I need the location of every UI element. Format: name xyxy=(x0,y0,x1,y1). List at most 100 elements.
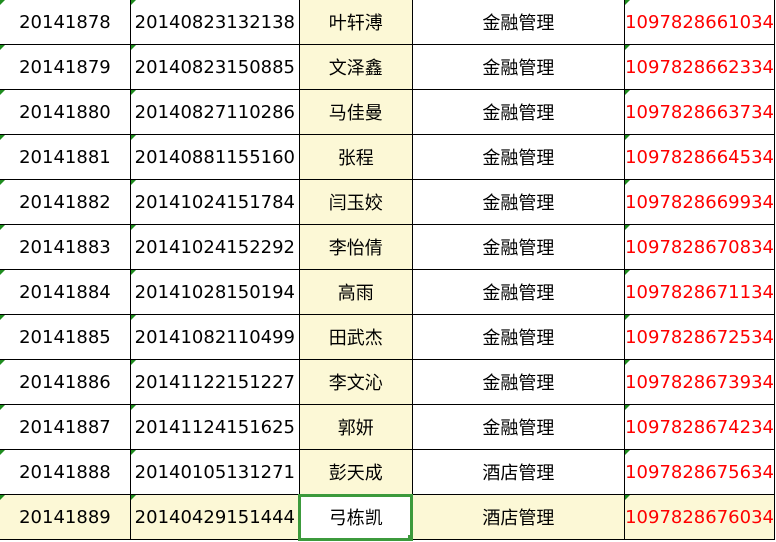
major-cell[interactable]: 金融管理 xyxy=(411,179,626,225)
cell-text: 20140429151444 xyxy=(134,506,296,528)
code-cell[interactable]: 20141028150194 xyxy=(129,269,300,315)
card-number-cell[interactable]: 1097828663734 xyxy=(624,89,775,135)
card-number-cell[interactable]: 1097828661034 xyxy=(624,0,775,45)
fill-handle[interactable] xyxy=(407,535,412,539)
cell-text: 郭妍 xyxy=(337,418,374,439)
code-cell[interactable]: 20141082110499 xyxy=(129,314,300,360)
cell-text: 20141122151227 xyxy=(134,371,296,393)
name-cell[interactable]: 高雨 xyxy=(298,269,413,315)
cell-text: 1097828662334 xyxy=(625,56,774,78)
code-cell[interactable]: 20141024151784 xyxy=(129,179,300,225)
name-cell[interactable]: 闫玉姣 xyxy=(298,179,413,225)
name-cell[interactable]: 彭天成 xyxy=(298,449,413,495)
cell-text: 彭天成 xyxy=(328,463,383,484)
major-cell[interactable]: 酒店管理 xyxy=(411,494,626,540)
major-cell[interactable]: 金融管理 xyxy=(411,224,626,270)
student-number-cell[interactable]: 20141886 xyxy=(0,359,131,405)
name-cell[interactable]: 张程 xyxy=(298,134,413,180)
cell-text: 20140823150885 xyxy=(134,56,296,78)
cell-text: 20141889 xyxy=(19,506,111,528)
table-row: 20141884 20141028150194 高雨 金融管理 109782867113… xyxy=(0,269,775,315)
code-cell[interactable]: 20140827110286 xyxy=(129,89,300,135)
card-number-cell[interactable]: 1097828674234 xyxy=(624,404,775,450)
table-row: 20141885 20141082110499 田武杰 金融管理 10978286725… xyxy=(0,314,775,360)
major-cell[interactable]: 金融管理 xyxy=(411,0,626,45)
major-cell[interactable]: 金融管理 xyxy=(411,314,626,360)
major-cell[interactable]: 酒店管理 xyxy=(411,449,626,495)
code-cell[interactable]: 20140105131271 xyxy=(129,449,300,495)
table-row: 20141878 20140823132138 叶轩溥 金融管理 10978286610… xyxy=(0,0,775,45)
card-number-cell[interactable]: 1097828671134 xyxy=(624,269,775,315)
name-cell[interactable]: 弓栋凯 xyxy=(298,493,414,541)
table-row: 20141880 20140827110286 马佳曼 金融管理 10978286637… xyxy=(0,89,775,135)
student-number-cell[interactable]: 20141878 xyxy=(0,0,131,45)
card-number-cell[interactable]: 1097828673934 xyxy=(624,359,775,405)
cell-text: 1097828674234 xyxy=(625,416,774,438)
cell-text: 1097828670834 xyxy=(625,236,774,258)
cell-text: 酒店管理 xyxy=(482,463,555,484)
cell-text: 1097828663734 xyxy=(625,101,774,123)
code-cell[interactable]: 20141124151625 xyxy=(129,404,300,450)
code-cell[interactable]: 20140823132138 xyxy=(129,0,300,45)
cell-text: 田武杰 xyxy=(328,328,383,349)
card-number-cell[interactable]: 1097828670834 xyxy=(624,224,775,270)
card-number-cell[interactable]: 1097828669934 xyxy=(624,179,775,225)
cell-text: 金融管理 xyxy=(482,328,555,349)
student-number-cell[interactable]: 20141888 xyxy=(0,449,131,495)
name-cell[interactable]: 马佳曼 xyxy=(298,89,413,135)
card-number-cell[interactable]: 1097828675634 xyxy=(624,449,775,495)
cell-text: 1097828671134 xyxy=(625,281,774,303)
code-cell[interactable]: 20141122151227 xyxy=(129,359,300,405)
cell-text: 1097828669934 xyxy=(625,191,774,213)
card-number-cell[interactable]: 1097828662334 xyxy=(624,44,775,90)
cell-text: 20141882 xyxy=(19,191,111,213)
cell-text: 金融管理 xyxy=(482,193,555,214)
cell-text: 马佳曼 xyxy=(328,103,383,124)
student-number-cell[interactable]: 20141889 xyxy=(0,494,131,540)
major-cell[interactable]: 金融管理 xyxy=(411,134,626,180)
code-cell[interactable]: 20140429151444 xyxy=(129,494,300,540)
cell-text: 金融管理 xyxy=(482,418,555,439)
card-number-cell[interactable]: 1097828672534 xyxy=(624,314,775,360)
cell-text: 1097828664534 xyxy=(625,146,774,168)
major-cell[interactable]: 金融管理 xyxy=(411,269,626,315)
student-number-cell[interactable]: 20141885 xyxy=(0,314,131,360)
name-cell[interactable]: 田武杰 xyxy=(298,314,413,360)
table-row: 20141882 20141024151784 闫玉姣 金融管理 10978286699… xyxy=(0,179,775,225)
cell-text: 20140823132138 xyxy=(134,11,296,33)
table-row: 20141879 20140823150885 文泽鑫 金融管理 10978286623… xyxy=(0,44,775,90)
major-cell[interactable]: 金融管理 xyxy=(411,359,626,405)
cell-text: 20141024152292 xyxy=(134,236,296,258)
student-number-cell[interactable]: 20141879 xyxy=(0,44,131,90)
name-cell[interactable]: 郭妍 xyxy=(298,404,413,450)
cell-text: 20141886 xyxy=(19,371,111,393)
student-number-cell[interactable]: 20141884 xyxy=(0,269,131,315)
cell-text: 1097828675634 xyxy=(625,461,774,483)
code-cell[interactable]: 20140823150885 xyxy=(129,44,300,90)
cell-text: 1097828661034 xyxy=(625,11,774,33)
major-cell[interactable]: 金融管理 xyxy=(411,404,626,450)
student-number-cell[interactable]: 20141880 xyxy=(0,89,131,135)
student-number-cell[interactable]: 20141883 xyxy=(0,224,131,270)
card-number-cell[interactable]: 1097828676034 xyxy=(624,494,775,540)
cell-text: 1097828676034 xyxy=(625,506,774,528)
table-row: 20141889 20140429151444 弓栋凯 酒店管理 10978286760… xyxy=(0,493,775,541)
cell-text: 20141885 xyxy=(19,326,111,348)
code-cell[interactable]: 20141024152292 xyxy=(129,224,300,270)
name-cell[interactable]: 李文沁 xyxy=(298,359,413,405)
student-number-cell[interactable]: 20141887 xyxy=(0,404,131,450)
major-cell[interactable]: 金融管理 xyxy=(411,44,626,90)
name-cell[interactable]: 叶轩溥 xyxy=(298,0,413,45)
table-row: 20141888 20140105131271 彭天成 酒店管理 10978286756… xyxy=(0,449,775,495)
major-cell[interactable]: 金融管理 xyxy=(411,89,626,135)
cell-text: 李文沁 xyxy=(328,373,383,394)
name-cell[interactable]: 李怡倩 xyxy=(298,224,413,270)
cell-text: 金融管理 xyxy=(482,148,555,169)
student-number-cell[interactable]: 20141882 xyxy=(0,179,131,225)
card-number-cell[interactable]: 1097828664534 xyxy=(624,134,775,180)
name-cell[interactable]: 文泽鑫 xyxy=(298,44,413,90)
code-cell[interactable]: 20140881155160 xyxy=(129,134,300,180)
cell-text: 20141124151625 xyxy=(134,416,296,438)
student-number-cell[interactable]: 20141881 xyxy=(0,134,131,180)
